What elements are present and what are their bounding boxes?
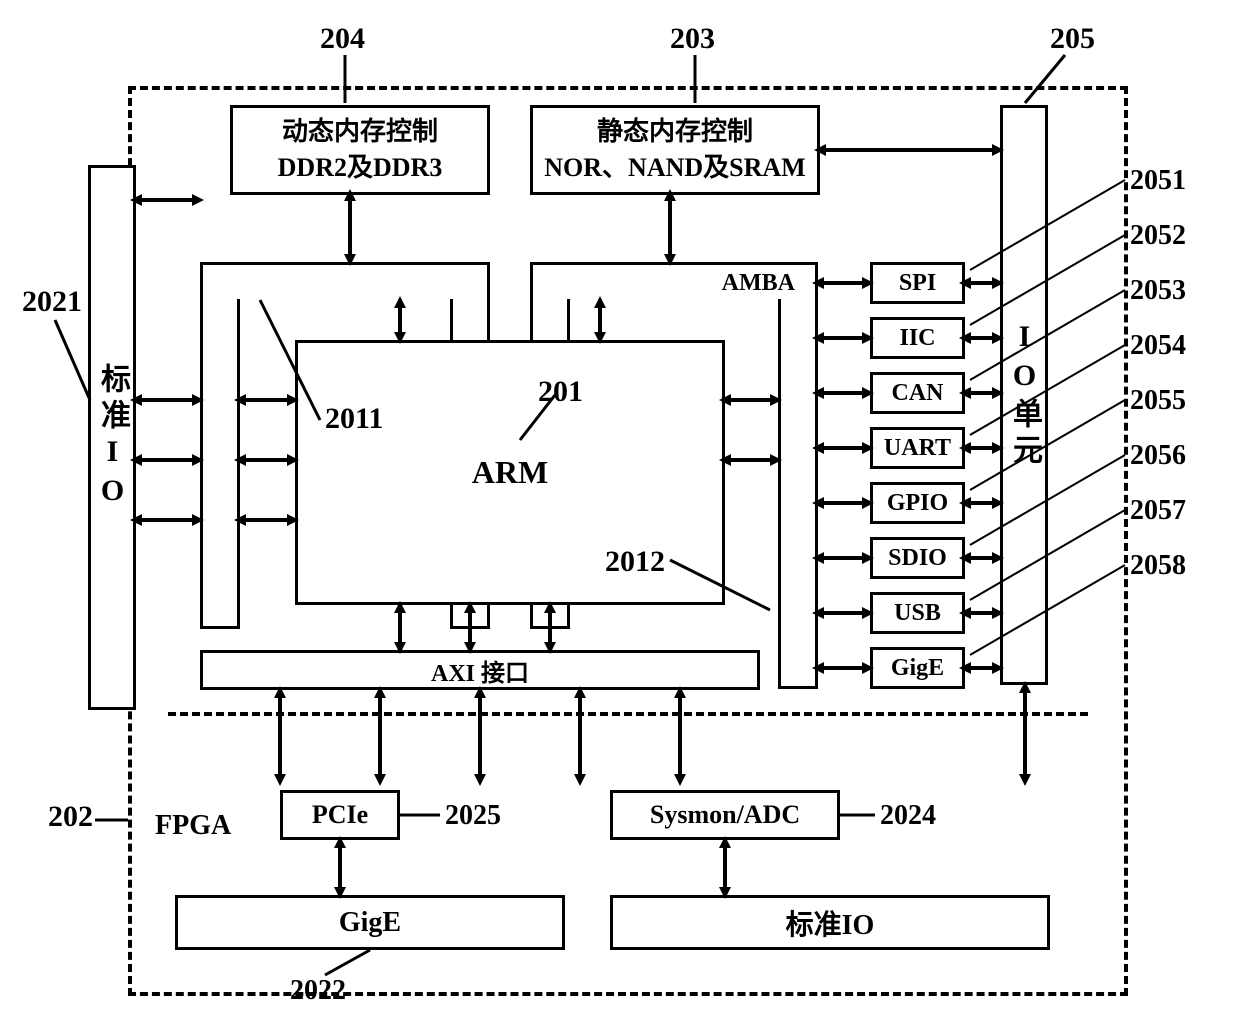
usb-block: USB [870, 592, 965, 634]
sdio-label: SDIO [888, 545, 947, 572]
callout-2051: 2051 [1130, 165, 1186, 197]
static-mem-line2: NOR、NAND及SRAM [544, 150, 805, 186]
amba-left-bottom-cap [530, 626, 570, 629]
callout-2052: 2052 [1130, 220, 1186, 252]
axi-block: AXI 接口 [200, 650, 760, 690]
spi-block: SPI [870, 262, 965, 304]
arm-label: ARM [472, 454, 548, 491]
callout-2021: 2021 [22, 285, 82, 319]
io-unit-label: IO单元 [1002, 320, 1046, 470]
callout-201: 201 [538, 375, 583, 409]
callout-2054: 2054 [1130, 330, 1186, 362]
axi-label: AXI 接口 [431, 653, 529, 688]
std-io-left-block: 标准IO [88, 165, 136, 710]
gige-periph-label: GigE [891, 655, 944, 682]
std-io-bottom-label: 标准IO [786, 903, 875, 943]
dynamic-mem-block: 动态内存控制 DDR2及DDR3 [230, 105, 490, 195]
gige-bottom-label: GigE [339, 907, 401, 939]
uart-label: UART [884, 435, 951, 462]
iic-label: IIC [899, 325, 935, 352]
callout-2025: 2025 [445, 800, 501, 832]
amba-block: AMBA [530, 262, 818, 302]
std-io-bottom-block: 标准IO [610, 895, 1050, 950]
static-mem-line1: 静态内存控制 [597, 114, 753, 150]
bus-2011-top [200, 262, 490, 302]
bus-2011-left-seg [200, 299, 240, 629]
callout-2056: 2056 [1130, 440, 1186, 472]
bus-2011-right-bottom-cap [450, 626, 490, 629]
gpio-label: GPIO [887, 490, 948, 517]
sysmon-label: Sysmon/ADC [650, 800, 800, 830]
std-io-left-label: 标准IO [90, 363, 134, 513]
inner-dashed-container [168, 712, 1088, 716]
sysmon-block: Sysmon/ADC [610, 790, 840, 840]
bus-2011-left-bottom-cap [200, 626, 240, 629]
callout-2057: 2057 [1130, 495, 1186, 527]
callout-204: 204 [320, 22, 365, 56]
gpio-block: GPIO [870, 482, 965, 524]
amba-right-seg [778, 299, 818, 689]
fpga-label: FPGA [155, 810, 231, 842]
pcie-label: PCIe [312, 800, 368, 830]
callout-2012: 2012 [605, 545, 665, 579]
callout-2024: 2024 [880, 800, 936, 832]
uart-block: UART [870, 427, 965, 469]
usb-label: USB [894, 600, 941, 627]
callout-205: 205 [1050, 22, 1095, 56]
pcie-block: PCIe [280, 790, 400, 840]
callout-2053: 2053 [1130, 275, 1186, 307]
gige-bottom-block: GigE [175, 895, 565, 950]
callout-202: 202 [48, 800, 93, 834]
gige-periph-block: GigE [870, 647, 965, 689]
amba-label: AMBA [722, 270, 795, 297]
callout-2022: 2022 [290, 975, 346, 1007]
spi-label: SPI [899, 270, 936, 297]
can-label: CAN [892, 380, 944, 407]
iic-block: IIC [870, 317, 965, 359]
amba-right-bottom-cap [778, 686, 818, 689]
can-block: CAN [870, 372, 965, 414]
sdio-block: SDIO [870, 537, 965, 579]
dynamic-mem-line1: 动态内存控制 [282, 114, 438, 150]
callout-2055: 2055 [1130, 385, 1186, 417]
callout-203: 203 [670, 22, 715, 56]
callout-2058: 2058 [1130, 550, 1186, 582]
dynamic-mem-line2: DDR2及DDR3 [278, 150, 443, 186]
callout-2011: 2011 [325, 402, 383, 436]
static-mem-block: 静态内存控制 NOR、NAND及SRAM [530, 105, 820, 195]
io-unit-block: IO单元 [1000, 105, 1048, 685]
